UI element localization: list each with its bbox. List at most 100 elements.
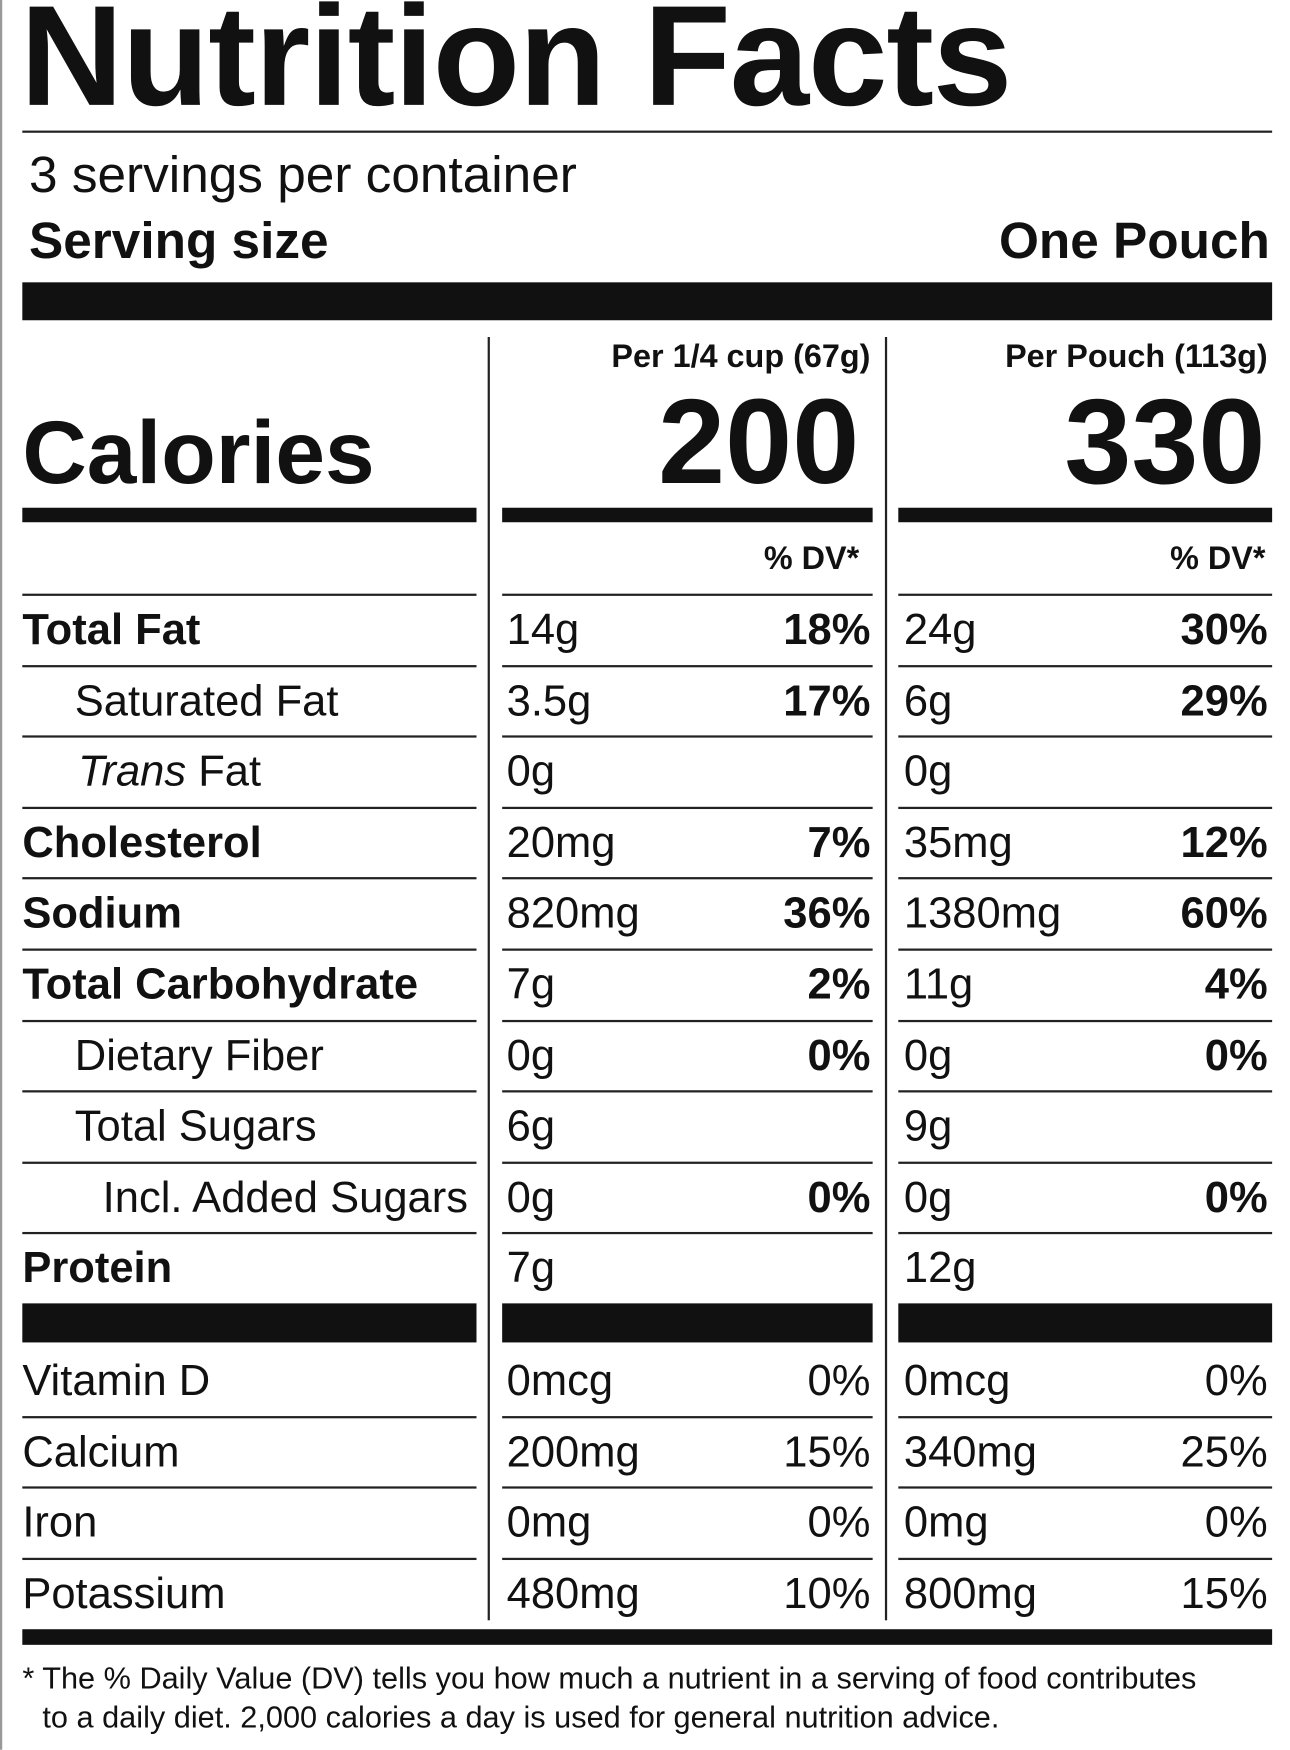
- nutrient-label-total-fat: Total Fat: [22, 605, 201, 654]
- column-divider: [487, 337, 490, 1621]
- incl-added-sugars-amount: 0g: [903, 1173, 953, 1222]
- sodium-amount: 1380mg: [903, 889, 1062, 938]
- total-sugars-amount: 9g: [903, 1102, 953, 1151]
- row-divider: [502, 1557, 873, 1560]
- row-divider: [898, 1486, 1273, 1489]
- row-divider: [898, 1232, 1273, 1235]
- cholesterol-percent-dv: 12%: [1180, 818, 1268, 867]
- sodium-amount: 820mg: [506, 889, 640, 938]
- title-divider: [22, 130, 1273, 133]
- row-divider: [898, 1557, 1273, 1560]
- total-fat-amount: 14g: [506, 605, 580, 654]
- row-divider: [502, 735, 873, 738]
- nutrient-label-protein: Protein: [22, 1244, 173, 1293]
- nutrient-label-total-carbohydrate: Total Carbohydrate: [22, 960, 419, 1009]
- potassium-percent-dv: 15%: [1180, 1569, 1268, 1618]
- calories-label: Calories: [22, 402, 375, 503]
- vitamin-d-percent-dv: 0%: [807, 1356, 871, 1405]
- vitamin-divider-bar: [22, 1303, 477, 1343]
- row-divider: [502, 593, 873, 596]
- protein-amount: 7g: [506, 1244, 556, 1293]
- vitamin-divider-bar: [898, 1303, 1273, 1343]
- total-fat-amount: 24g: [903, 605, 977, 654]
- potassium-amount: 800mg: [903, 1569, 1037, 1618]
- row-divider: [22, 806, 477, 809]
- saturated-fat-percent-dv: 17%: [783, 676, 871, 725]
- nutrient-label-incl-added-sugars: Incl. Added Sugars: [102, 1173, 468, 1222]
- row-divider: [22, 1090, 477, 1093]
- row-divider: [502, 664, 873, 667]
- total-carbohydrate-amount: 7g: [506, 960, 556, 1009]
- row-divider: [22, 1232, 477, 1235]
- dietary-fiber-percent-dv: 0%: [807, 1031, 871, 1080]
- calories-bar: [22, 507, 477, 523]
- footnote-line-2: to a daily diet. 2,000 calories a day is…: [42, 1699, 1000, 1735]
- calcium-percent-dv: 25%: [1180, 1427, 1268, 1476]
- servings-per-container: 3 servings per container: [29, 145, 577, 204]
- row-divider: [898, 1161, 1273, 1164]
- row-divider: [22, 1486, 477, 1489]
- row-divider: [502, 1019, 873, 1022]
- row-divider: [22, 1019, 477, 1022]
- row-divider: [502, 1090, 873, 1093]
- calories-bar: [502, 507, 873, 523]
- dietary-fiber-amount: 0g: [506, 1031, 556, 1080]
- calcium-amount: 200mg: [506, 1427, 640, 1476]
- dietary-fiber-percent-dv: 0%: [1204, 1031, 1268, 1080]
- column-divider: [884, 337, 888, 1621]
- row-divider: [898, 664, 1273, 667]
- trans-label: Trans: [78, 747, 187, 796]
- nutrient-label-cholesterol: Cholesterol: [22, 818, 262, 867]
- vitamin-label-calcium: Calcium: [22, 1427, 180, 1476]
- dietary-fiber-amount: 0g: [903, 1031, 953, 1080]
- fat-label: Fat: [186, 747, 262, 796]
- total-carbohydrate-percent-dv: 2%: [807, 960, 871, 1009]
- saturated-fat-percent-dv: 29%: [1180, 676, 1268, 725]
- nutrient-label-total-sugars: Total Sugars: [74, 1102, 317, 1151]
- saturated-fat-amount: 6g: [903, 676, 953, 725]
- thick-divider: [22, 282, 1273, 321]
- vitamin-divider-bar: [502, 1303, 873, 1343]
- trans-fat-amount: 0g: [903, 747, 953, 796]
- nutrient-label-dietary-fiber: Dietary Fiber: [74, 1031, 324, 1080]
- dv-header: % DV*: [763, 541, 860, 577]
- row-divider: [898, 735, 1273, 738]
- protein-amount: 12g: [903, 1244, 977, 1293]
- calcium-percent-dv: 15%: [783, 1427, 871, 1476]
- row-divider: [22, 948, 477, 951]
- nutrient-label-saturated-fat: Saturated Fat: [74, 676, 339, 725]
- title: Nutrition Facts: [20, 0, 1012, 137]
- row-divider: [898, 1415, 1273, 1418]
- potassium-percent-dv: 10%: [783, 1569, 871, 1618]
- trans-fat-amount: 0g: [506, 747, 556, 796]
- row-divider: [22, 664, 477, 667]
- nutrient-label-sodium: Sodium: [22, 889, 182, 938]
- row-divider: [22, 735, 477, 738]
- total-sugars-amount: 6g: [506, 1102, 556, 1151]
- sodium-percent-dv: 60%: [1180, 889, 1268, 938]
- row-divider: [898, 1090, 1273, 1093]
- row-divider: [502, 1486, 873, 1489]
- total-carbohydrate-amount: 11g: [903, 960, 974, 1009]
- incl-added-sugars-percent-dv: 0%: [1204, 1173, 1268, 1222]
- vitamin-d-amount: 0mcg: [506, 1356, 614, 1405]
- vitamin-label-iron: Iron: [22, 1498, 98, 1547]
- row-divider: [898, 877, 1273, 880]
- iron-amount: 0mg: [506, 1498, 592, 1547]
- incl-added-sugars-percent-dv: 0%: [807, 1173, 871, 1222]
- row-divider: [22, 1415, 477, 1418]
- cholesterol-amount: 20mg: [506, 818, 616, 867]
- cholesterol-amount: 35mg: [903, 818, 1013, 867]
- potassium-amount: 480mg: [506, 1569, 640, 1618]
- row-divider: [502, 877, 873, 880]
- calories-bar: [898, 507, 1273, 523]
- iron-percent-dv: 0%: [1204, 1498, 1268, 1547]
- vitamin-label-potassium: Potassium: [22, 1569, 226, 1618]
- serving-size-value: One Pouch: [998, 210, 1270, 269]
- nutrient-label-trans-fat: Trans Fat: [78, 748, 261, 797]
- calcium-amount: 340mg: [903, 1427, 1037, 1476]
- row-divider: [22, 1161, 477, 1164]
- row-divider: [502, 806, 873, 809]
- total-carbohydrate-percent-dv: 4%: [1204, 960, 1268, 1009]
- vitamin-d-percent-dv: 0%: [1204, 1356, 1268, 1405]
